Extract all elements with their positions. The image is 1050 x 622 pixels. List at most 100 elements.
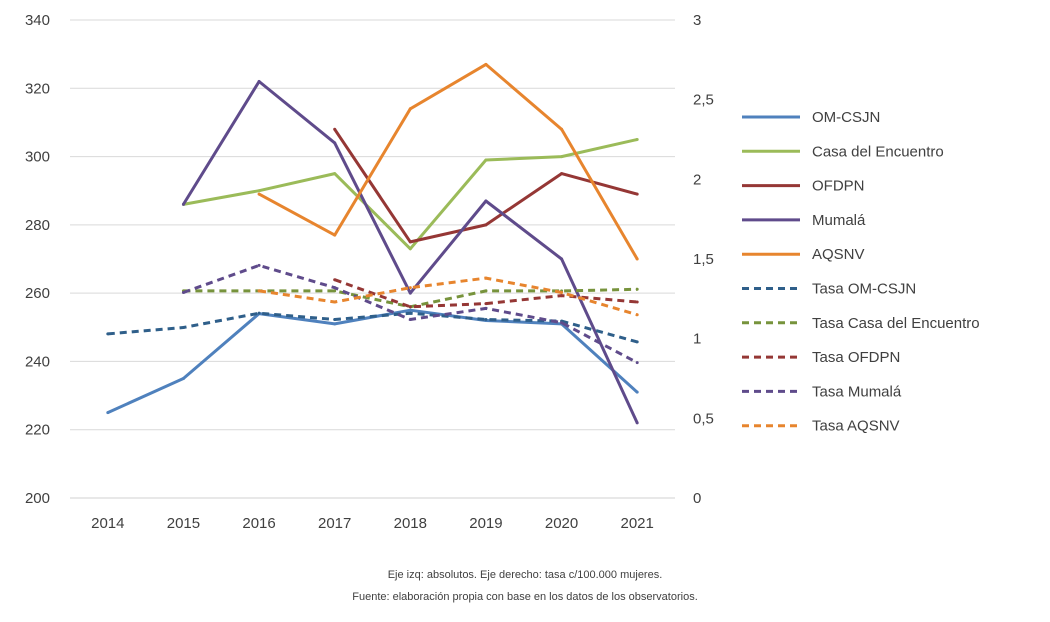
right-axis: 0 0,5 1 1,5 2 2,5 3 [693,12,714,507]
data-point [333,322,337,326]
data-point [635,421,639,425]
data-point [484,276,488,280]
data-point [484,302,488,306]
legend-label: Tasa Mumalá [812,383,902,400]
right-tick-label: 0 [693,490,701,507]
data-point [560,257,564,261]
series-line-5 [107,311,638,344]
gridlines [70,19,675,499]
x-tick-label: 2020 [545,515,578,532]
data-point [333,127,337,131]
data-point [560,321,564,325]
legend-label: Mumalá [812,212,866,229]
series-lines [106,62,639,425]
data-point [106,411,110,415]
data-point [635,300,639,304]
legend-label: OFDPN [812,178,865,195]
data-point [257,192,261,196]
data-point [560,155,564,159]
series-line-1 [183,138,638,251]
right-tick-label: 2,5 [693,92,714,109]
data-point [257,189,261,193]
data-point [408,318,412,322]
data-point [484,62,488,66]
data-point [333,278,337,282]
data-point [635,138,639,141]
series-line-9 [258,276,638,317]
right-tick-label: 3 [693,12,701,29]
data-point [333,141,337,145]
series-line-7 [334,278,638,309]
right-tick-label: 1 [693,331,701,348]
data-point [333,172,337,176]
data-point [257,263,261,267]
data-point [106,332,110,336]
data-point [560,172,564,176]
legend-label: Tasa Casa del Encuentro [812,315,980,332]
data-point [408,240,412,244]
legend: OM-CSJN Casa del Encuentro OFDPN Mumalá AQS… [742,109,980,435]
data-point [333,289,337,293]
data-point [408,305,412,309]
data-point [333,233,337,237]
left-tick-label: 200 [25,490,50,507]
data-point [635,313,639,317]
data-point [257,79,261,83]
data-point [560,127,564,131]
x-axis: 2014 2015 2016 2017 2018 2019 2020 2021 [91,515,654,532]
data-point [408,247,412,251]
x-tick-label: 2017 [318,515,351,532]
x-tick-label: 2018 [394,515,427,532]
left-tick-label: 340 [25,12,50,29]
data-point [560,290,564,294]
source-note: Fuente: elaboración propia con base en l… [352,591,698,603]
data-point [635,361,639,365]
data-point [484,318,488,322]
left-tick-label: 260 [25,285,50,302]
legend-label: OM-CSJN [812,109,880,126]
x-tick-label: 2021 [621,515,654,532]
data-point [181,202,185,206]
data-point [333,286,337,290]
data-point [257,311,261,315]
data-point [635,340,639,344]
right-tick-label: 1,5 [693,251,714,268]
legend-label: Tasa OFDPN [812,349,900,366]
data-point [635,287,639,291]
data-point [635,390,639,394]
data-point [408,286,412,290]
x-tick-label: 2019 [469,515,502,532]
right-tick-label: 0,5 [693,410,714,427]
data-point [408,311,412,315]
left-tick-label: 280 [25,217,50,234]
data-point [484,199,488,203]
data-point [484,289,488,293]
series-line-3 [182,80,639,424]
left-tick-label: 300 [25,149,50,166]
data-point [181,290,185,294]
left-tick-label: 320 [25,80,50,97]
x-tick-label: 2016 [242,515,275,532]
data-point [181,326,185,330]
data-point [408,308,412,312]
left-tick-label: 240 [25,353,50,370]
legend-label: Tasa OM-CSJN [812,281,916,298]
legend-label: Tasa AQSNV [812,418,900,435]
left-axis: 200 220 240 260 280 300 320 340 [25,12,50,507]
right-tick-label: 2 [693,171,701,188]
data-point [635,192,639,196]
data-point [181,377,185,380]
x-tick-label: 2015 [167,515,200,532]
legend-label: Casa del Encuentro [812,143,944,160]
data-point [257,289,261,293]
axis-note: Eje izq: absolutos. Eje derecho: tasa c/… [387,569,663,581]
data-point [635,257,639,261]
left-tick-label: 220 [25,422,50,439]
data-point [333,300,337,304]
data-point [484,306,488,310]
data-point [408,107,412,111]
data-point [560,294,564,298]
data-point [408,291,412,295]
legend-label: AQSNV [812,246,865,263]
